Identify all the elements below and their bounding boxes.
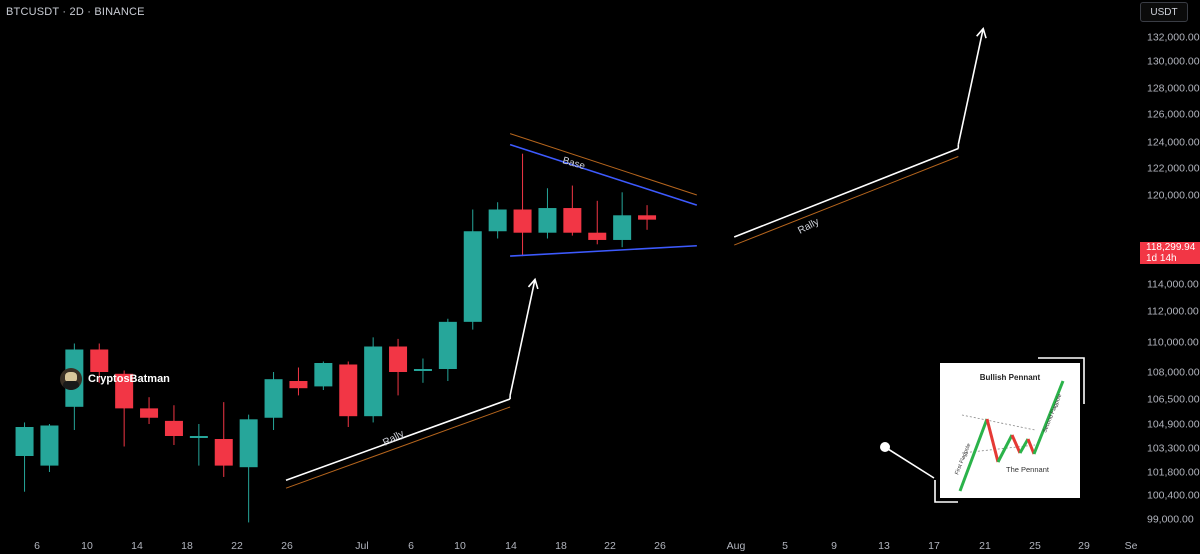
inset-pointer-line [887,448,935,479]
projection-arrowhead [527,277,539,290]
time-tick-label: 21 [979,540,991,552]
time-tick-label: 10 [81,540,93,552]
candle-body [463,231,482,322]
price-tick-label: 114,000.00 [1147,279,1199,291]
candle-body [339,364,358,417]
current-price: 118,299.94 [1146,242,1196,253]
projection-arrow [509,279,536,396]
author-badge[interactable]: CryptosBatman [60,368,170,390]
candles [15,153,657,523]
candle-body [264,379,283,418]
time-tick-label: 26 [281,540,293,552]
time-tick-label: 17 [928,540,940,552]
projection-arrow [957,28,984,145]
current-price-tag: 118,299.94 1d 14h [1140,242,1200,264]
inset-bracket [1038,357,1085,404]
annotation-lines [285,26,1085,503]
candle-body [214,439,233,466]
time-tick-label: 14 [505,540,517,552]
projection-arrowhead [976,26,987,39]
time-tick-label: 22 [231,540,243,552]
candle-body [438,321,457,369]
inset-bracket [934,480,958,503]
candle-body [638,215,657,220]
pennant-lower-trendline [510,244,697,257]
candle-body [413,369,432,371]
candle-body [40,425,59,466]
price-tick-label: 104,900.00 [1147,419,1200,431]
inset-diagram: First Flagpole Second Flagpole [954,380,1065,492]
rally-line [733,147,959,238]
inset-title: Bullish Pennant [979,373,1041,382]
price-tick-label: 103,300.00 [1147,443,1200,455]
price-tick-label: 130,000.00 [1147,56,1200,68]
inset-first-flagpole: First Flagpole [954,443,972,476]
candle-body [314,363,333,387]
inset-pointer-dot [880,442,890,452]
candle-body [15,427,34,456]
symbol-header: BTCUSDT · 2D · BINANCE [6,6,145,18]
price-tick-label: 126,000.00 [1147,109,1200,121]
candle-body [588,232,607,240]
candle-body [90,349,109,372]
price-tick-label: 120,000.00 [1147,190,1200,202]
time-tick-label: 10 [454,540,466,552]
price-tick-label: 124,000.00 [1147,137,1200,149]
avatar-icon [60,368,82,390]
rally-line [285,398,511,481]
time-tick-label: 22 [604,540,616,552]
candle-body [563,208,582,233]
candle-body [538,208,557,233]
candle-body [389,346,408,372]
candle-body [239,419,258,468]
time-tick-label: Se [1125,540,1138,552]
price-tick-label: 99,000.00 [1147,514,1194,526]
candle-body [613,215,632,240]
time-tick-label: 29 [1078,540,1090,552]
price-tick-label: 100,400.00 [1147,490,1200,502]
candle-body [364,346,383,417]
pennant-upper-trendline [509,143,698,206]
time-tick-label: 18 [181,540,193,552]
pennant-outer-line [509,133,698,196]
rally-channel-line [734,156,959,246]
candle-body [189,436,208,438]
price-tick-label: 106,500.00 [1147,394,1200,406]
price-tick-label: 122,000.00 [1147,163,1200,175]
time-tick-label: 6 [408,540,414,552]
price-tick-label: 112,000.00 [1147,306,1199,318]
bullish-pennant-inset: Bullish Pennant First Flagpole Second Fl… [940,363,1080,498]
price-tick-label: 101,800.00 [1147,467,1200,479]
time-tick-label: Aug [727,540,746,552]
author-name: CryptosBatman [88,373,170,385]
price-tick-label: 128,000.00 [1147,83,1200,95]
rally-channel-line [285,406,511,489]
candle-body [115,373,134,409]
time-axis-labels: 6 10 14 18 22 26 Jul 6 10 14 18 22 26 Aug 5 9 13 17 21 25 29… [34,540,1138,552]
inset-pennant-label: The Pennant [1006,465,1049,474]
time-tick-label: 13 [878,540,890,552]
price-tick-label: 132,000.00 [1147,32,1200,44]
time-tick-label: 25 [1029,540,1041,552]
time-tick-label: Jul [355,540,368,552]
candle-body [140,408,159,418]
currency-unit-button[interactable]: USDT [1140,2,1188,22]
time-tick-label: 14 [131,540,143,552]
time-tick-label: 26 [654,540,666,552]
time-tick-label: 5 [782,540,788,552]
candle-body [488,209,507,232]
time-tick-label: 6 [34,540,40,552]
price-tick-label: 110,000.00 [1147,337,1199,349]
bar-countdown: 1d 14h [1146,253,1177,264]
time-tick-label: 18 [555,540,567,552]
price-axis-labels: 132,000.00 130,000.00 128,000.00 126,000.00… [1147,32,1200,526]
candle-body [164,420,183,436]
time-tick-label: 9 [831,540,837,552]
inset-second-flagpole: Second Flagpole [1042,393,1063,434]
candle-body [289,381,308,389]
candle-body [513,209,532,233]
price-tick-label: 108,000.00 [1147,367,1200,379]
